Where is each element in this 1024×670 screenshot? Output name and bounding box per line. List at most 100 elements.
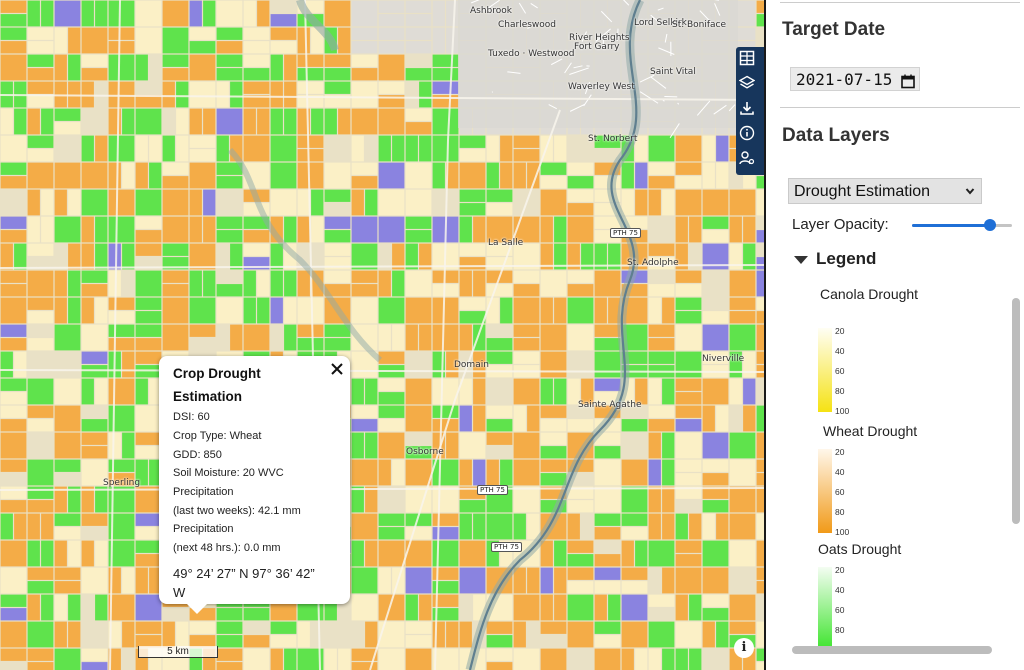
legend-horizontal-scrollbar[interactable]	[792, 646, 992, 654]
street	[657, 7, 664, 11]
crop-field	[270, 324, 283, 351]
crop-field	[54, 513, 81, 526]
crop-field	[567, 540, 594, 553]
crop-field	[567, 203, 594, 216]
crop-field	[459, 405, 472, 432]
crop-field	[689, 243, 702, 270]
street	[658, 47, 675, 55]
crop-field	[27, 540, 40, 567]
map-view[interactable]: Ashbrook Charleswood Tuxedo · Westwood Rive…	[0, 0, 764, 670]
calendar-icon[interactable]	[901, 72, 915, 96]
user-settings-icon[interactable]	[739, 150, 761, 172]
crop-field	[540, 216, 553, 243]
crop-field	[648, 189, 661, 216]
crop-field	[459, 500, 486, 513]
table-icon[interactable]	[739, 50, 761, 72]
crop-field	[756, 351, 764, 364]
street	[527, 25, 532, 29]
crop-field	[540, 378, 553, 405]
crop-field	[0, 621, 27, 648]
crop-field	[27, 297, 54, 310]
slider-thumb[interactable]	[984, 219, 996, 231]
crop-field	[392, 324, 405, 351]
crop-field	[486, 621, 513, 634]
crop-field	[567, 419, 594, 432]
crop-field	[135, 311, 162, 324]
crop-field	[270, 14, 297, 27]
crop-field	[432, 513, 459, 526]
crop-field	[594, 527, 621, 540]
crop-field	[702, 500, 729, 513]
crop-field	[95, 486, 108, 513]
crop-field	[81, 54, 108, 67]
crop-field	[675, 351, 702, 378]
crop-field	[27, 54, 54, 67]
crop-field	[135, 513, 162, 526]
crop-field	[135, 338, 162, 351]
crop-field	[297, 297, 324, 324]
crop-field	[324, 621, 351, 648]
crop-field	[432, 527, 459, 540]
crop-field	[392, 243, 405, 270]
crop-field	[621, 540, 634, 567]
crop-field	[459, 513, 472, 540]
crop-field	[81, 68, 108, 81]
crop-field	[405, 81, 418, 108]
legend-vertical-scrollbar[interactable]	[1012, 298, 1020, 524]
popup-title-line-2: Estimation	[173, 389, 243, 404]
crop-field	[81, 662, 108, 670]
crop-field	[189, 270, 202, 297]
crop-field	[756, 311, 764, 324]
layers-icon[interactable]	[739, 75, 761, 97]
crop-field	[459, 459, 472, 486]
crop-field	[716, 513, 729, 540]
crop-field	[756, 486, 764, 513]
crop-field	[513, 270, 540, 283]
crop-field	[594, 648, 621, 670]
crop-field	[378, 378, 405, 391]
crop-field	[0, 27, 27, 40]
street	[639, 91, 659, 104]
crop-field	[297, 162, 324, 189]
crop-field	[351, 648, 378, 661]
crop-field-map[interactable]	[0, 0, 764, 670]
crop-field	[203, 270, 216, 297]
legend-toggle[interactable]: Legend	[794, 249, 876, 270]
legend-item-title: Wheat Drought	[823, 423, 918, 439]
download-icon[interactable]	[739, 100, 761, 122]
crop-field	[324, 162, 351, 189]
data-layer-select[interactable]: Drought Estimation	[788, 178, 982, 204]
legend-tick-label: 20	[835, 326, 845, 336]
crop-field	[135, 554, 162, 567]
crop-field	[14, 108, 27, 135]
info-icon[interactable]	[739, 125, 761, 147]
crop-field	[81, 27, 108, 54]
crop-field	[122, 270, 135, 297]
crop-field	[27, 257, 54, 270]
crop-field	[702, 621, 715, 648]
crop-field	[270, 648, 283, 670]
close-icon[interactable]	[329, 361, 345, 377]
crop-field	[648, 608, 675, 621]
place-label: Sperling	[103, 478, 141, 488]
crop-field	[41, 513, 54, 540]
crop-field	[432, 54, 459, 67]
target-date-input[interactable]: 2021-07-15	[790, 67, 920, 91]
crop-field	[54, 0, 81, 27]
crop-field	[486, 446, 513, 459]
crop-field	[662, 432, 675, 459]
crop-field	[486, 419, 513, 432]
crop-field	[621, 648, 634, 670]
crop-field	[216, 189, 243, 216]
crop-field	[54, 297, 67, 324]
crop-field	[0, 594, 27, 607]
crop-field	[162, 108, 175, 135]
map-attribution-button[interactable]: i	[734, 638, 754, 658]
place-label: Sainte Agathe	[578, 400, 642, 410]
crop-field	[459, 432, 486, 459]
crop-field	[540, 432, 567, 445]
crop-field	[405, 297, 432, 324]
crop-field	[716, 135, 729, 162]
layer-opacity-slider[interactable]	[912, 219, 1012, 231]
crop-field	[486, 351, 513, 364]
